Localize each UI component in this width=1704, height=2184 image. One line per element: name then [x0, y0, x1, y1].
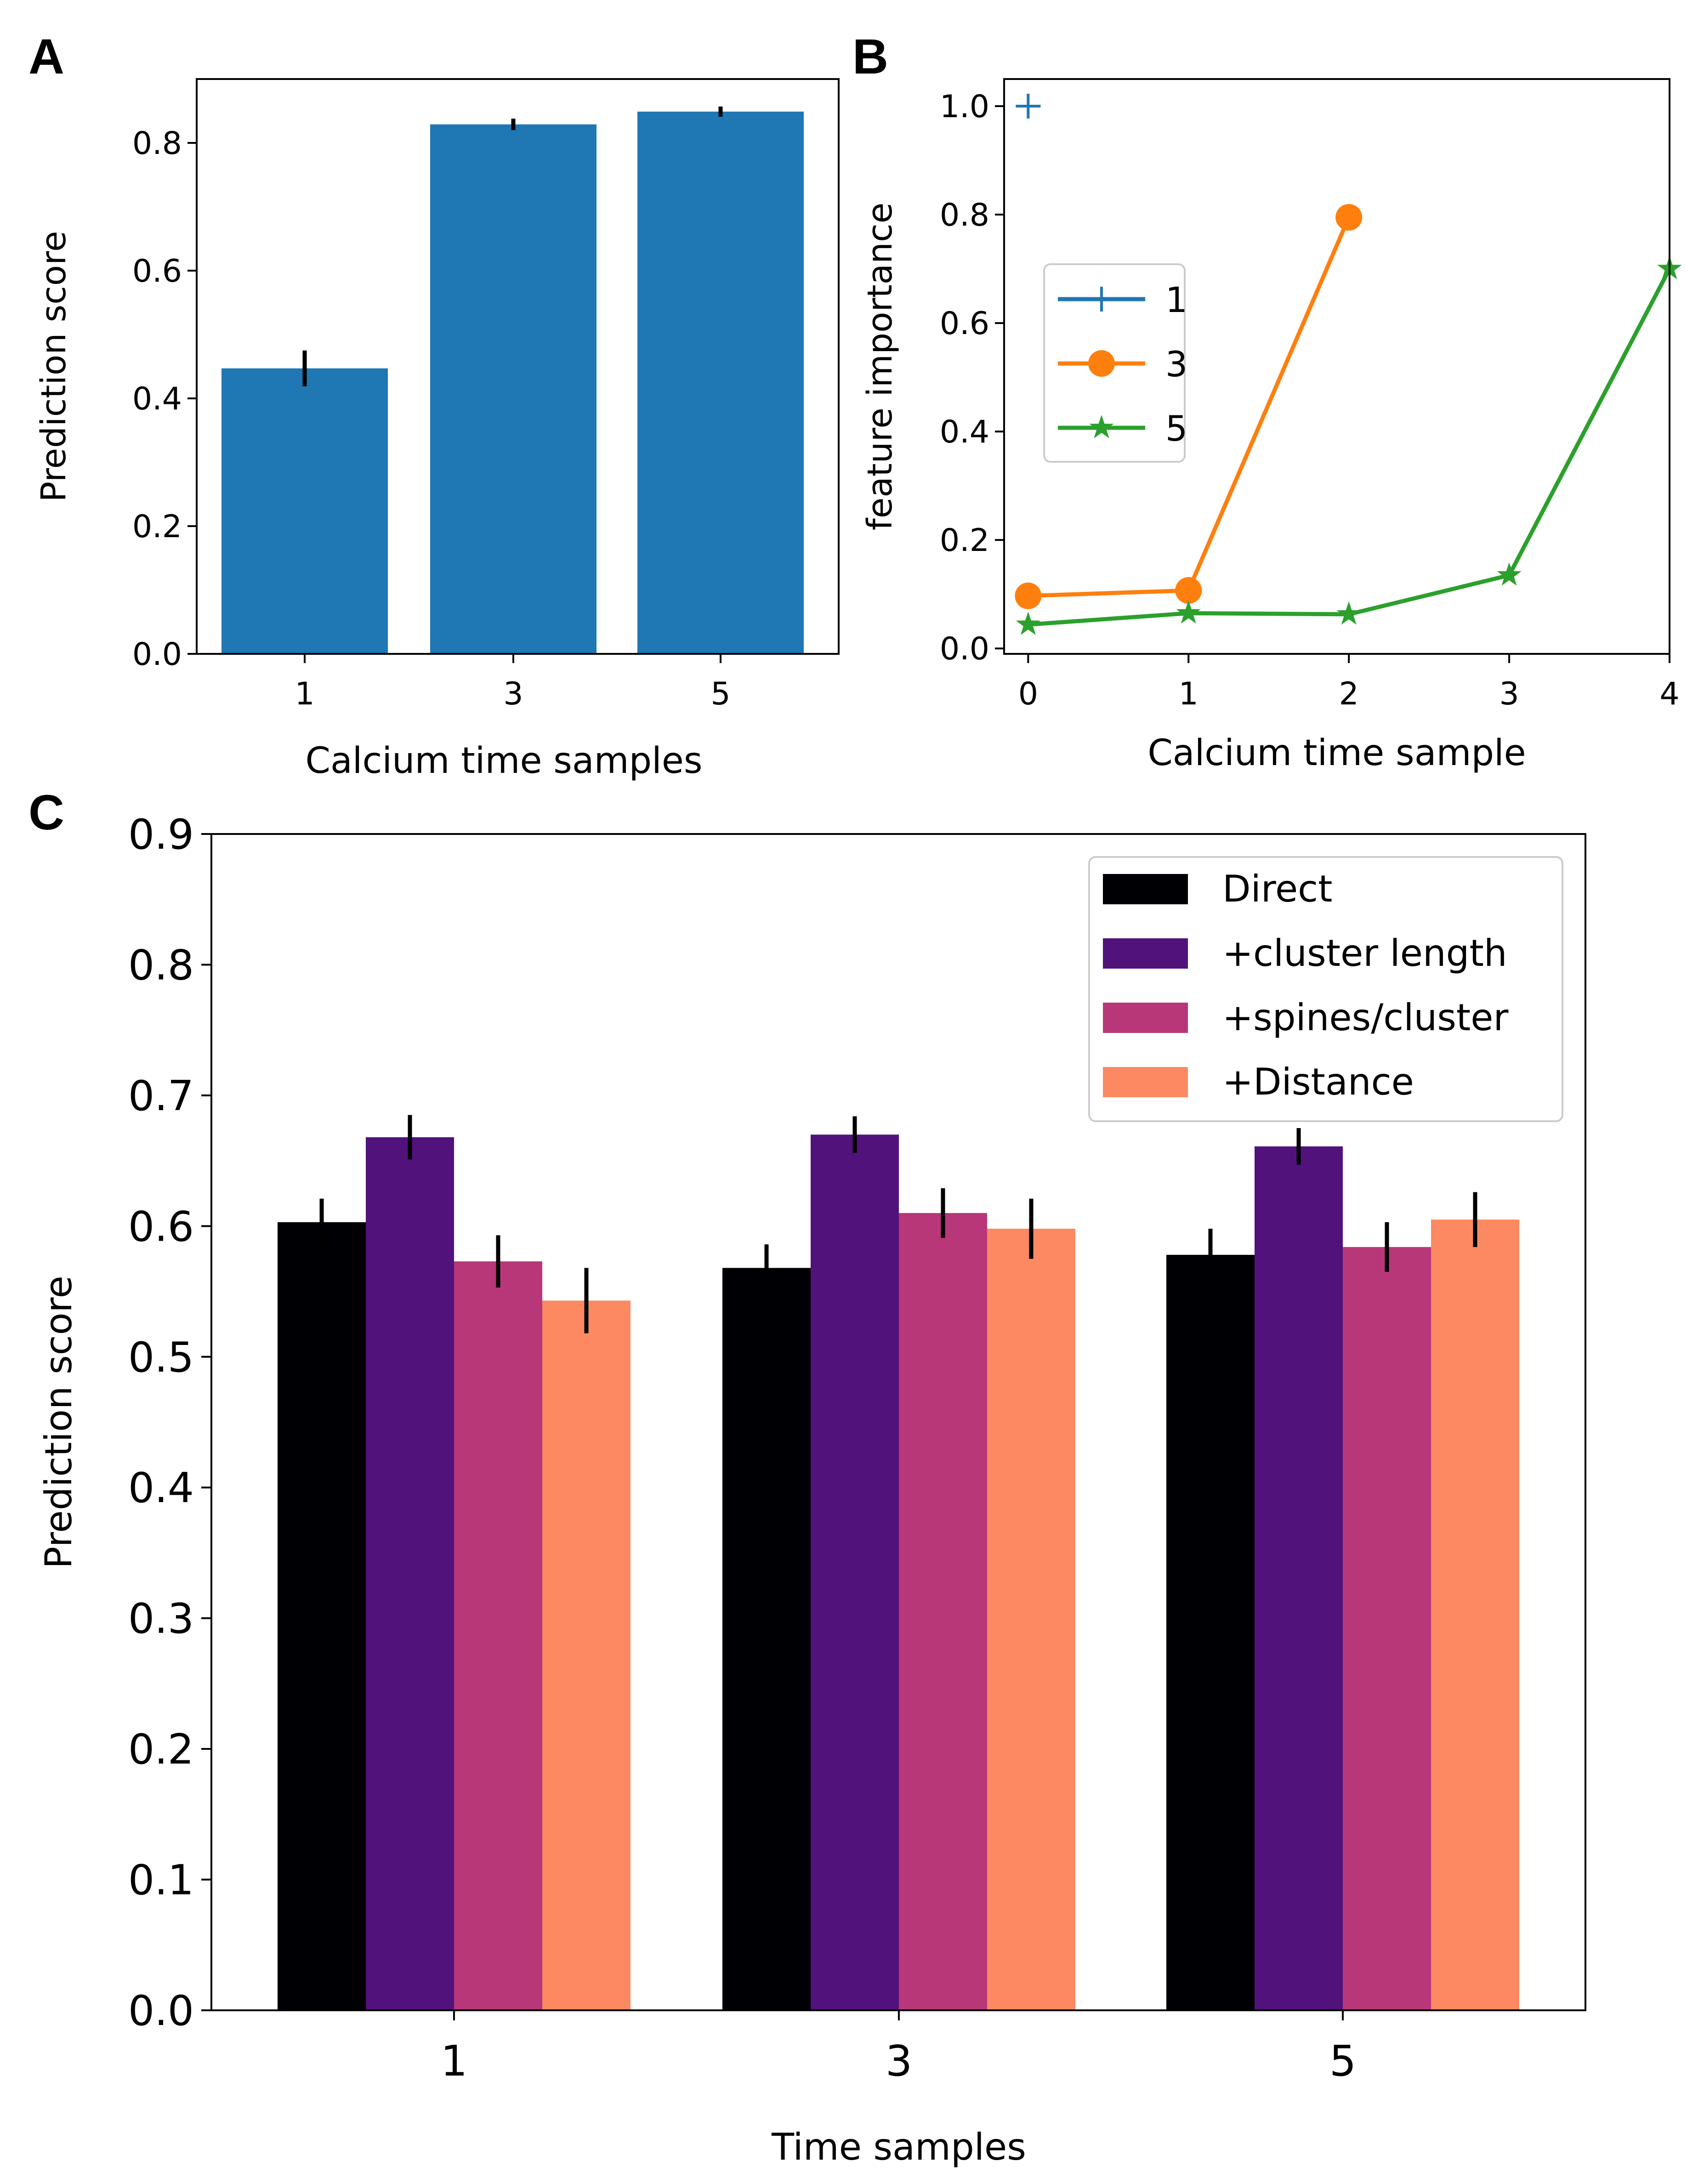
y-axis-label-b: feature importance	[860, 203, 900, 530]
legend-label-c-0: Direct	[1222, 868, 1333, 910]
y-axis-label-a: Prediction score	[34, 231, 74, 502]
legend-label-c-1: +cluster length	[1222, 932, 1507, 975]
y-tick-label-a-0.6: 0.6	[132, 253, 182, 289]
panel-b: 0.0 0.2 0.4 0.6 0.8 1.0 0 1 2 3 4 Calcium time samp…	[860, 78, 1682, 774]
x-tick-label-b-2: 2	[1339, 676, 1359, 712]
panel-label-b: B	[852, 28, 888, 84]
x-axis-label-b: Calcium time sample	[1147, 732, 1526, 774]
legend-swatch-3	[1103, 1067, 1188, 1097]
y-tick-label-a-0.8: 0.8	[132, 125, 182, 162]
point-3-0	[1015, 582, 1042, 609]
legend-label-3: 3	[1165, 344, 1187, 385]
panel-label-a: A	[28, 28, 64, 84]
y-tick-label-c-0.6: 0.6	[128, 1203, 194, 1251]
panel-label-c: C	[28, 784, 64, 840]
point-3-2	[1335, 204, 1363, 231]
plot-frame-b	[1003, 78, 1670, 655]
x-tick-label-a-3: 3	[503, 676, 523, 712]
legend-swatch-2	[1103, 1003, 1188, 1033]
bar-c-5-2	[1343, 1247, 1431, 2010]
y-tick-label-c-0.5: 0.5	[128, 1333, 194, 1382]
y-tick-label-c-0.1: 0.1	[128, 1856, 194, 1905]
y-tick-label-b-0.2: 0.2	[940, 522, 989, 559]
point-1-0	[1016, 94, 1041, 119]
x-axis-label-c: Time samples	[771, 2126, 1026, 2168]
y-tick-label-b-1.0: 1.0	[940, 89, 989, 125]
x-tick-label-b-1: 1	[1179, 676, 1198, 712]
x-tick-label-b-3: 3	[1499, 676, 1519, 712]
y-tick-label-a-0.4: 0.4	[132, 381, 182, 417]
panel-c: 0.0 0.1 0.2 0.3 0.4 0.5 0.6 0.7 0.8 0.9 1 3 5 Time sa…	[37, 811, 1586, 2168]
legend-label-c-2: +spines/cluster	[1222, 996, 1508, 1039]
y-tick-label-c-0.7: 0.7	[128, 1072, 194, 1120]
bar-c-1-1	[366, 1137, 454, 2010]
y-tick-label-c-0.3: 0.3	[128, 1595, 194, 1643]
bar-c-3-1	[811, 1135, 899, 2010]
bar-c-1-0	[278, 1222, 366, 2010]
y-tick-label-c-0.4: 0.4	[128, 1464, 194, 1512]
y-tick-label-b-0.8: 0.8	[940, 197, 989, 233]
bar-a-3	[430, 124, 596, 654]
y-tick-label-b-0.0: 0.0	[940, 631, 989, 667]
x-tick-label-b-0: 0	[1018, 676, 1038, 712]
y-tick-label-a-0.2: 0.2	[132, 509, 182, 545]
plot-frame-a	[196, 78, 840, 655]
legend-label-1: 1	[1165, 279, 1187, 320]
bar-c-3-3	[987, 1229, 1075, 2010]
bar-c-1-2	[454, 1261, 542, 2010]
legend-swatch-0	[1103, 874, 1188, 904]
y-tick-label-b-0.6: 0.6	[940, 306, 989, 342]
point-5-0	[1016, 612, 1040, 635]
point-3-1	[1175, 577, 1202, 604]
bar-c-5-3	[1431, 1220, 1519, 2010]
y-tick-label-c-0.2: 0.2	[128, 1725, 194, 1774]
bar-c-3-0	[722, 1268, 811, 2010]
bar-a-1	[222, 368, 388, 654]
bar-c-5-1	[1255, 1146, 1343, 2010]
y-tick-label-a-0.0: 0.0	[132, 636, 182, 673]
y-tick-label-c-0.9: 0.9	[128, 811, 194, 859]
x-tick-label-c-1: 1	[441, 2037, 468, 2086]
legend-marker-5	[1089, 415, 1114, 438]
point-5-3	[1497, 562, 1522, 586]
legend-marker-1	[1089, 287, 1114, 312]
y-tick-label-c-0.0: 0.0	[128, 1987, 194, 2035]
legend-swatch-1	[1103, 938, 1188, 969]
legend-label-5: 5	[1165, 408, 1187, 449]
legend-box-c	[1088, 856, 1563, 1122]
x-tick-label-a-5: 5	[710, 676, 730, 712]
legend-marker-3	[1088, 350, 1115, 377]
bar-c-1-3	[542, 1300, 630, 2010]
legend-b: 1 3 5	[1043, 263, 1187, 463]
y-tick-label-b-0.4: 0.4	[940, 414, 989, 450]
x-tick-label-b-4: 4	[1659, 676, 1679, 712]
x-axis-label-a: Calcium time samples	[306, 740, 703, 782]
y-tick-label-c-0.8: 0.8	[128, 941, 194, 989]
legend-label-c-3: +Distance	[1222, 1061, 1414, 1103]
x-tick-label-a-1: 1	[295, 676, 314, 712]
bar-c-3-2	[899, 1213, 987, 2010]
bar-a-5	[637, 111, 804, 654]
y-axis-label-c: Prediction score	[37, 1276, 80, 1569]
x-tick-label-c-3: 3	[886, 2037, 913, 2086]
x-tick-label-c-5: 5	[1329, 2037, 1357, 2086]
point-5-2	[1336, 601, 1361, 625]
point-5-1	[1176, 600, 1201, 624]
bar-c-5-0	[1166, 1254, 1255, 2010]
legend-c: Direct +cluster length +spines/cluster +Dis…	[1088, 856, 1563, 1122]
